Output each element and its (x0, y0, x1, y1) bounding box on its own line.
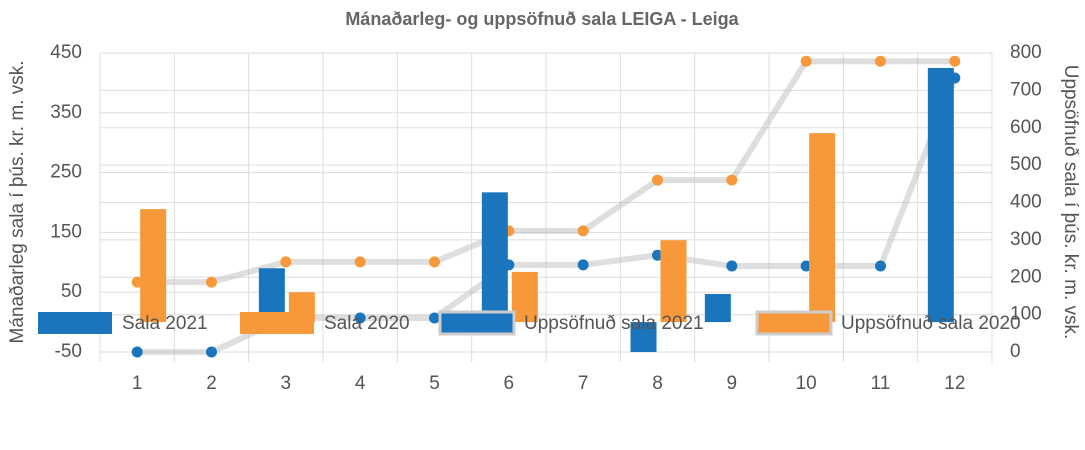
point (131, 276, 143, 288)
x-tick-label: 3 (281, 373, 292, 394)
y2-tick-label: 400 (1010, 192, 1042, 213)
legend-label: Uppsöfnuð sala 2021 (524, 313, 704, 334)
point (875, 55, 886, 67)
y2-tick-label: 700 (1010, 79, 1042, 100)
point (875, 260, 886, 272)
point (206, 276, 217, 288)
point (577, 225, 589, 237)
point (280, 256, 292, 268)
point (800, 55, 812, 67)
x-tick-label: 2 (206, 373, 217, 394)
x-tick-label: 12 (944, 373, 965, 394)
y2-tick-label: 0 (1010, 341, 1021, 362)
point (429, 312, 440, 324)
y2-tick-label: 800 (1010, 42, 1042, 63)
point (131, 346, 143, 358)
x-tick-label: 11 (871, 373, 891, 394)
y-tick-label: -50 (55, 341, 82, 362)
x-tick-label: 8 (652, 373, 663, 394)
y2-tick-label: 500 (1010, 154, 1042, 175)
y-tick-label: 150 (50, 221, 82, 242)
legend-label: Uppsöfnuð sala 2020 (841, 313, 1021, 334)
point (800, 260, 812, 272)
y2-axis-label: Uppsöfnuð sala í þús. kr. m. vsk. (1060, 65, 1081, 340)
bar (927, 67, 954, 323)
point (726, 260, 738, 272)
bar (630, 322, 657, 352)
bar (809, 133, 836, 323)
x-tick-label: 5 (429, 373, 440, 394)
bar (140, 209, 167, 323)
x-tick-label: 6 (504, 373, 515, 394)
point (354, 256, 366, 268)
point (429, 256, 440, 268)
y2-tick-label: 100 (1010, 304, 1042, 325)
x-tick-label: 9 (727, 373, 738, 394)
point (354, 312, 366, 324)
point (652, 174, 663, 186)
x-tick-label: 1 (132, 373, 143, 394)
legend-swatch (438, 310, 516, 336)
legend-label: Sala 2020 (324, 313, 410, 334)
y2-tick-label: 300 (1010, 229, 1042, 250)
x-tick-label: 7 (578, 373, 589, 394)
point (726, 174, 738, 186)
y-axis-label: Mánaðarleg sala í þús. kr. m. vsk. (7, 60, 28, 343)
legend-label: Sala 2021 (122, 313, 208, 334)
bar (481, 192, 508, 323)
bar (511, 271, 538, 323)
legend-swatch (240, 312, 314, 334)
y-tick-label: 350 (50, 102, 82, 123)
point (652, 249, 663, 261)
y2-tick-label: 600 (1010, 117, 1042, 138)
line (137, 58, 955, 286)
legend-swatch (38, 312, 112, 334)
point (577, 259, 589, 271)
bar (660, 240, 687, 323)
legend-swatch (755, 310, 833, 336)
chart-title: Mánaðarleg- og uppsöfnuð sala LEIGA - Le… (345, 9, 739, 29)
point (949, 55, 961, 67)
y-tick-label: 250 (50, 162, 82, 183)
y-tick-label: 50 (61, 281, 82, 302)
x-tick-label: 4 (355, 373, 366, 394)
point (206, 346, 217, 358)
bar (704, 293, 731, 323)
x-tick-label: 10 (796, 373, 817, 394)
y-tick-label: 450 (50, 42, 82, 63)
y2-tick-label: 200 (1010, 266, 1042, 287)
